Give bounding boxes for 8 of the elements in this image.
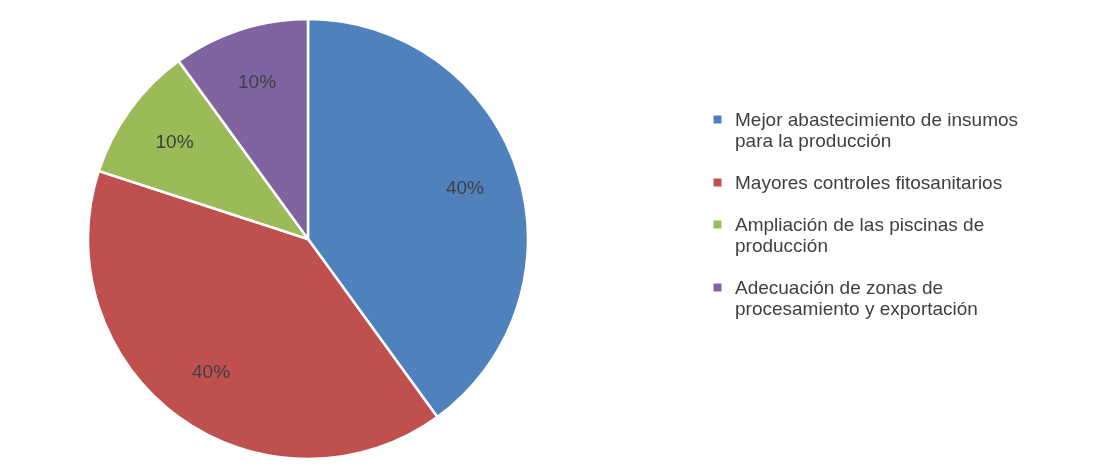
legend-label: Ampliación de las piscinas de producción (735, 213, 985, 256)
data-label: 40% (445, 177, 485, 199)
legend-label: Mayores controles fitosanitarios (735, 171, 1003, 193)
data-label: 10% (155, 131, 194, 153)
legend-label: Adecuación de zonas de procesamiento y exportación (735, 276, 978, 319)
data-label: 10% (238, 71, 277, 93)
data-label: 40% (192, 361, 231, 383)
legend-label: Mejor abastecimiento de insumos para la producción (735, 108, 1019, 151)
